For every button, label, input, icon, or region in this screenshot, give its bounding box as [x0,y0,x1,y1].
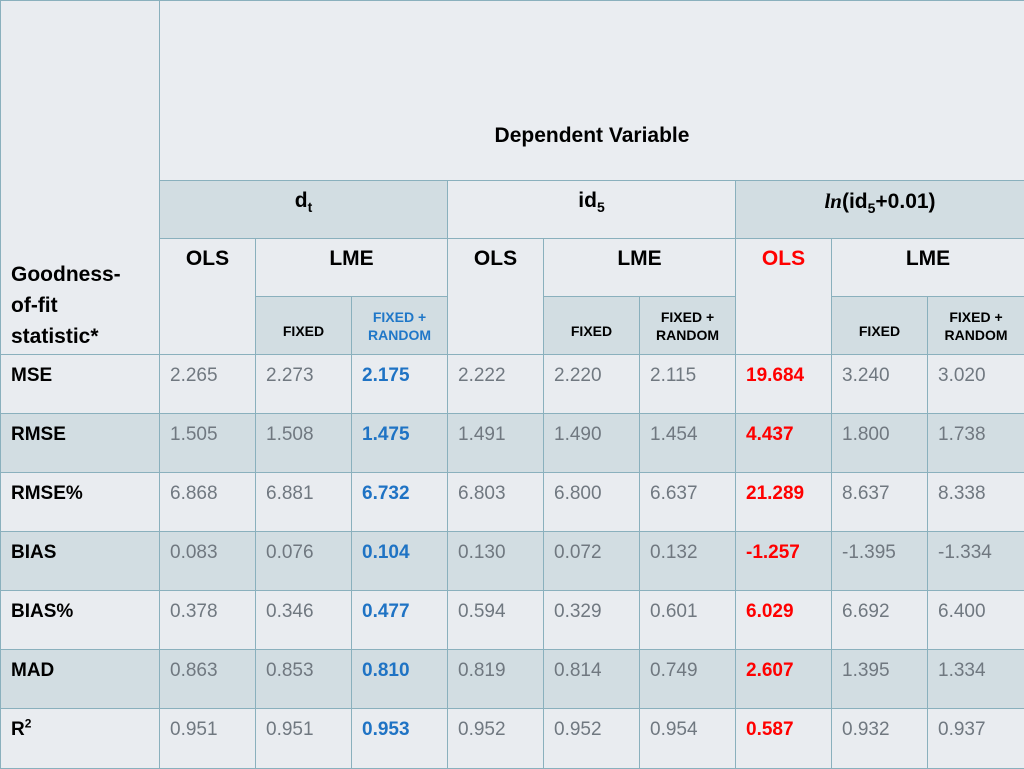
table-cell: 2.220 [544,355,640,414]
method-lme-ln-id5: LME [832,239,1024,297]
table-cell: 0.863 [160,650,256,709]
table-cell: 0.130 [448,532,544,591]
table-cell: 0.951 [256,709,352,769]
table-cell: 0.937 [928,709,1024,769]
table-cell: 1.800 [832,414,928,473]
table-cell: 6.868 [160,473,256,532]
table-cell: 1.334 [928,650,1024,709]
table-cell: 2.607 [736,650,832,709]
table-cell: 0.954 [640,709,736,769]
row-label: R2 [1,709,160,769]
table-cell: 1.508 [256,414,352,473]
table-cell: 6.029 [736,591,832,650]
subcol-fixed-random-dt: FIXED +RANDOM [352,297,448,355]
row-label: BIAS [1,532,160,591]
row-label: MAD [1,650,160,709]
table-cell: 8.338 [928,473,1024,532]
subcol-fixed-dt: FIXED [256,297,352,355]
subcol-fixed-id5: FIXED [544,297,640,355]
table-cell: 6.637 [640,473,736,532]
method-ols-ln-id5: OLS [736,239,832,355]
table-cell: 0.132 [640,532,736,591]
table-cell: 1.490 [544,414,640,473]
goodness-of-fit-label: Goodness- of-fit statistic* [1,259,159,354]
table-cell: 19.684 [736,355,832,414]
table-cell: 0.810 [352,650,448,709]
method-lme-id5: LME [544,239,736,297]
table-cell: 2.273 [256,355,352,414]
table-cell: 8.637 [832,473,928,532]
table-cell: 1.395 [832,650,928,709]
table-cell: 0.329 [544,591,640,650]
table-cell: 6.800 [544,473,640,532]
table-cell: 0.076 [256,532,352,591]
table-cell: 2.175 [352,355,448,414]
table-cell: 6.803 [448,473,544,532]
table-cell: 6.692 [832,591,928,650]
table-cell: 1.505 [160,414,256,473]
table-cell: 0.853 [256,650,352,709]
group-header-id5: id5 [448,181,736,239]
table-cell: -1.395 [832,532,928,591]
table-cell: 0.952 [448,709,544,769]
table-cell: 0.083 [160,532,256,591]
method-lme-dt: LME [256,239,448,297]
table-cell: 0.953 [352,709,448,769]
table-cell: 0.104 [352,532,448,591]
table-cell: -1.334 [928,532,1024,591]
table-cell: 6.732 [352,473,448,532]
table-cell: 0.952 [544,709,640,769]
table-cell: 0.749 [640,650,736,709]
corner-header-cell: Goodness- of-fit statistic* [1,1,160,355]
row-label: MSE [1,355,160,414]
subcol-fixed-ln-id5: FIXED [832,297,928,355]
table-cell: 0.477 [352,591,448,650]
table-cell: 0.932 [832,709,928,769]
table-cell: 0.594 [448,591,544,650]
table-cell: 6.881 [256,473,352,532]
table-cell: 0.951 [160,709,256,769]
table-cell: 0.587 [736,709,832,769]
table-cell: 1.491 [448,414,544,473]
table-cell: 1.738 [928,414,1024,473]
table-cell: 3.240 [832,355,928,414]
table-cell: 1.454 [640,414,736,473]
row-label: RMSE% [1,473,160,532]
row-label: RMSE [1,414,160,473]
table-cell: -1.257 [736,532,832,591]
table-cell: 1.475 [352,414,448,473]
table-cell: 2.265 [160,355,256,414]
method-ols-id5: OLS [448,239,544,355]
table-cell: 2.115 [640,355,736,414]
group-header-dt: dt [160,181,448,239]
table-cell: 0.814 [544,650,640,709]
table-cell: 3.020 [928,355,1024,414]
subcol-fixed-random-ln-id5: FIXED +RANDOM [928,297,1024,355]
table-cell: 0.378 [160,591,256,650]
dependent-variable-header: Dependent Variable [160,1,1024,181]
table-cell: 0.601 [640,591,736,650]
table-cell: 6.400 [928,591,1024,650]
table-cell: 4.437 [736,414,832,473]
subcol-fixed-random-id5: FIXED +RANDOM [640,297,736,355]
table-cell: 0.072 [544,532,640,591]
table-cell: 0.346 [256,591,352,650]
row-label: BIAS% [1,591,160,650]
table-cell: 21.289 [736,473,832,532]
table-cell: 2.222 [448,355,544,414]
group-header-ln-id5: ln(id5+0.01) [736,181,1024,239]
table-cell: 0.819 [448,650,544,709]
method-ols-dt: OLS [160,239,256,355]
